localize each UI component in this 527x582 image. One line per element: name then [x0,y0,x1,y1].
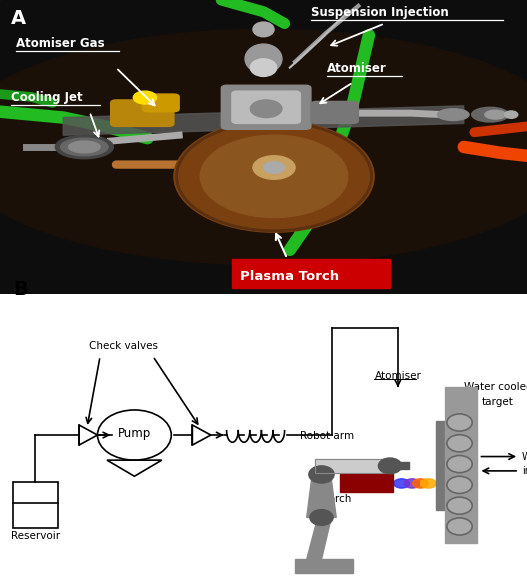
Ellipse shape [61,138,108,156]
Polygon shape [445,386,477,542]
Text: Torch: Torch [324,495,351,505]
Ellipse shape [245,44,282,73]
Text: Reservoir: Reservoir [11,531,60,541]
Polygon shape [63,106,464,135]
Text: Pump: Pump [118,427,151,440]
Bar [436,421,446,510]
Text: in/out: in/out [522,466,527,476]
Circle shape [133,91,157,104]
Bar [295,559,353,573]
Circle shape [309,466,334,483]
FancyBboxPatch shape [221,85,311,129]
Ellipse shape [404,479,420,488]
Text: Water: Water [522,452,527,462]
Text: Cooling Jet: Cooling Jet [11,91,82,104]
Circle shape [378,458,402,474]
FancyBboxPatch shape [311,101,358,123]
Ellipse shape [504,111,518,118]
Text: Robot arm: Robot arm [300,431,354,441]
Ellipse shape [485,110,506,119]
Polygon shape [307,519,331,559]
Text: Atomiser: Atomiser [327,62,386,75]
Ellipse shape [421,479,436,488]
Circle shape [447,456,472,473]
Text: Suspension Injection: Suspension Injection [311,6,448,19]
FancyBboxPatch shape [111,100,174,126]
Text: A: A [11,9,26,28]
Circle shape [447,518,472,535]
Bar [315,459,392,473]
Ellipse shape [0,30,527,265]
Ellipse shape [250,59,277,76]
Circle shape [447,497,472,514]
FancyBboxPatch shape [232,91,300,123]
Circle shape [310,510,333,526]
Text: Atomiser: Atomiser [375,371,421,381]
Text: Atomiser Gas: Atomiser Gas [16,37,104,50]
Bar [232,258,390,288]
Circle shape [447,476,472,494]
Bar [399,462,409,470]
Bar [340,474,393,492]
Text: B: B [13,281,28,299]
Circle shape [174,120,374,232]
Ellipse shape [253,22,274,37]
Polygon shape [307,476,336,517]
FancyBboxPatch shape [142,94,179,112]
Circle shape [253,156,295,179]
Circle shape [200,135,348,218]
Ellipse shape [472,107,509,122]
Text: Water cooled: Water cooled [464,382,527,392]
Text: Plasma Torch: Plasma Torch [240,270,339,283]
Bar [13,482,58,528]
Circle shape [447,414,472,431]
Ellipse shape [55,135,113,159]
Circle shape [250,100,282,118]
Ellipse shape [69,141,100,153]
Text: target: target [482,396,514,407]
Ellipse shape [437,109,469,120]
Ellipse shape [413,479,428,488]
Bar [315,459,392,473]
Circle shape [447,435,472,452]
Text: Check valves: Check valves [90,341,158,351]
Circle shape [264,162,285,173]
Ellipse shape [394,479,409,488]
